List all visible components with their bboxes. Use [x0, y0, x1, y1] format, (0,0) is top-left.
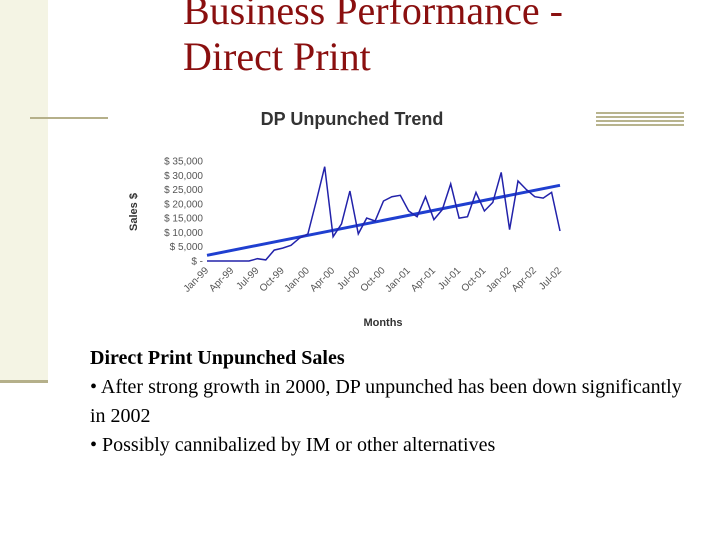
x-tick-label: Jan-99: [182, 265, 212, 295]
bullet-1: • After strong growth in 2000, DP unpunc…: [90, 376, 682, 427]
x-tick-label: Apr-02: [510, 265, 539, 294]
y-axis-label: Sales $: [128, 193, 140, 231]
x-tick-label: Jul-01: [436, 265, 463, 292]
x-tick-label: Jan-02: [484, 265, 514, 295]
bullet-2: • Possibly cannibalized by IM or other a…: [90, 434, 496, 456]
x-tick-label: Oct-01: [459, 265, 488, 294]
x-tick-label: Jul-02: [537, 265, 564, 292]
x-tick-label: Oct-99: [258, 265, 287, 294]
series-line: [207, 166, 561, 262]
trendline: [206, 183, 561, 257]
y-tick-label: $ 10,000: [164, 228, 203, 239]
x-axis-label: Months: [363, 317, 402, 329]
slide-title-line1: Business Performance -: [183, 0, 563, 33]
x-tick-label: Jul-99: [235, 265, 262, 292]
y-tick-label: $ 5,000: [170, 242, 204, 253]
body-heading: Direct Print Unpunched Sales: [90, 347, 345, 369]
x-tick-label: Jan-01: [383, 265, 413, 295]
x-tick-label: Apr-00: [308, 265, 337, 294]
y-axis-ticks: $ - $ 5,000 $ 10,000 $ 15,000 $ 20,000 $ 25,0…: [164, 157, 203, 268]
y-tick-label: $ 20,000: [164, 199, 203, 210]
left-decor-bar: [0, 0, 48, 383]
x-tick-label: Jul-00: [335, 265, 362, 292]
x-axis-ticks: Jan-99Apr-99Jul-99Oct-99Jan-00Apr-00Jul-…: [182, 265, 565, 295]
chart-title: DP Unpunched Trend: [261, 109, 444, 129]
left-decor-line: [0, 380, 48, 383]
title-rule-left: [30, 117, 108, 119]
x-tick-label: Apr-01: [409, 265, 438, 294]
y-tick-label: $ 30,000: [164, 171, 203, 182]
y-tick-label: $ 15,000: [164, 214, 203, 225]
title-rule-right: [596, 112, 684, 126]
x-tick-label: Oct-00: [359, 265, 388, 294]
sales-trend-chart: DP Unpunched Trend Sales $ Months $ - $ 5…: [128, 109, 565, 329]
body-text: Direct Print Unpunched Sales • After str…: [90, 344, 700, 460]
x-tick-label: Jan-00: [283, 265, 313, 295]
y-tick-label: $ 25,000: [164, 185, 203, 196]
slide-title-line2: Direct Print: [183, 34, 371, 79]
x-tick-label: Apr-99: [207, 265, 236, 294]
y-tick-label: $ -: [191, 257, 203, 268]
y-tick-label: $ 35,000: [164, 157, 203, 168]
slide-title: Business Performance - Direct Print: [183, 0, 703, 80]
